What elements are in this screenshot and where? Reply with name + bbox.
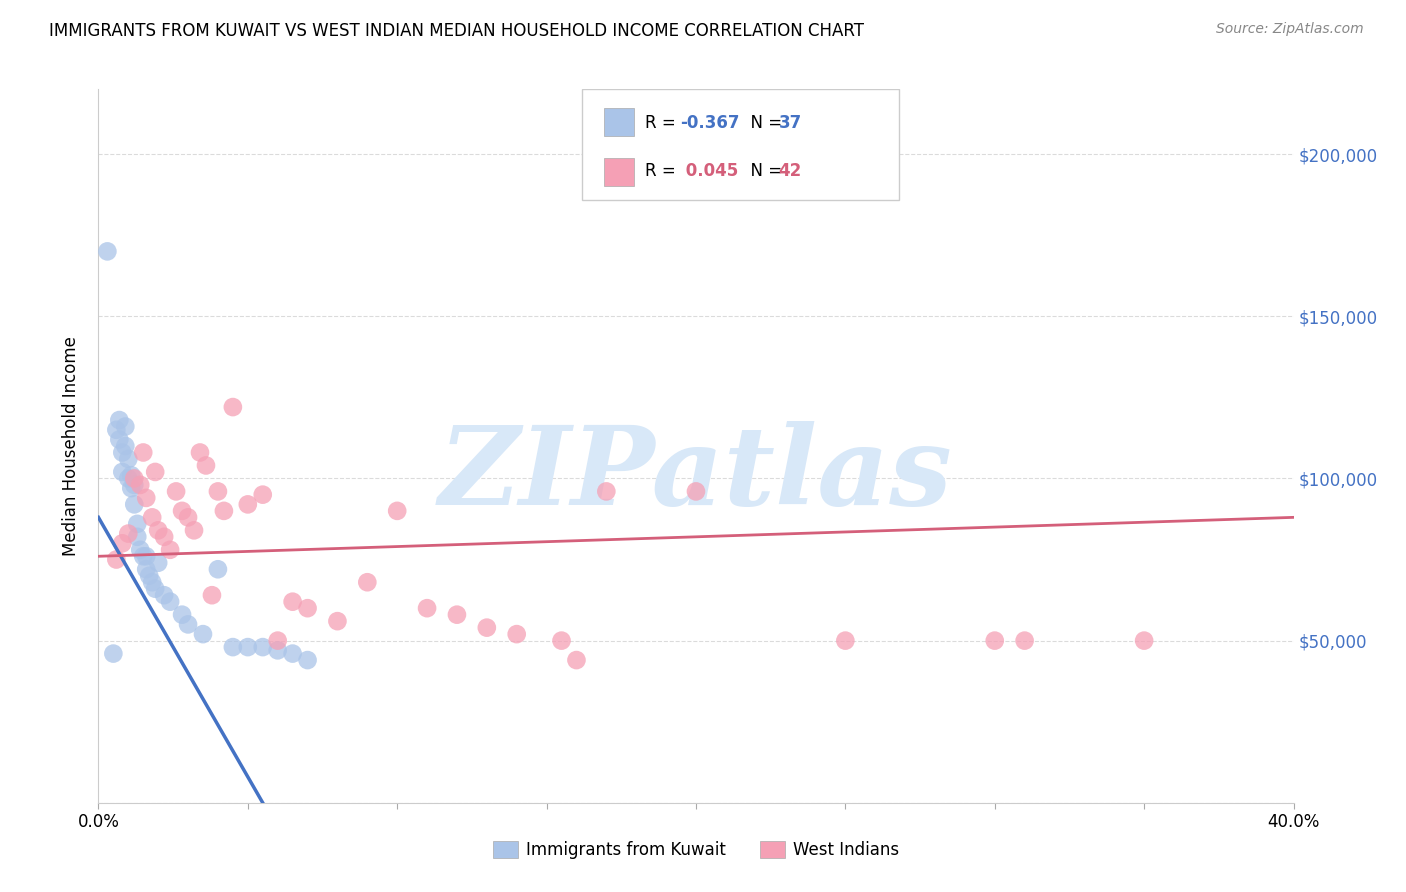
Point xyxy=(124,478,146,492)
Point xyxy=(108,413,131,427)
Legend: Immigrants from Kuwait, West Indians: Immigrants from Kuwait, West Indians xyxy=(486,834,905,866)
Point xyxy=(124,471,146,485)
Point xyxy=(143,465,166,479)
Point xyxy=(148,524,170,538)
Point xyxy=(297,601,319,615)
Point xyxy=(135,549,157,564)
Text: IMMIGRANTS FROM KUWAIT VS WEST INDIAN MEDIAN HOUSEHOLD INCOME CORRELATION CHART: IMMIGRANTS FROM KUWAIT VS WEST INDIAN ME… xyxy=(49,22,865,40)
Point xyxy=(103,647,125,661)
Point xyxy=(132,549,155,564)
Point xyxy=(475,621,498,635)
Point xyxy=(138,568,160,582)
Point xyxy=(117,526,139,541)
Point xyxy=(141,510,163,524)
Point xyxy=(267,643,290,657)
Text: -0.367: -0.367 xyxy=(681,114,740,132)
Point xyxy=(153,530,176,544)
Point xyxy=(984,633,1007,648)
Point xyxy=(114,439,136,453)
Point xyxy=(1014,633,1036,648)
Point xyxy=(191,627,214,641)
Point xyxy=(105,552,128,566)
Point xyxy=(1133,633,1156,648)
Point xyxy=(111,445,134,459)
Point xyxy=(267,633,290,648)
Point xyxy=(385,504,409,518)
Point xyxy=(135,562,157,576)
Point xyxy=(222,400,245,414)
Point xyxy=(105,423,128,437)
Point xyxy=(117,471,139,485)
Y-axis label: Median Household Income: Median Household Income xyxy=(62,336,80,556)
Point xyxy=(416,601,439,615)
Point xyxy=(446,607,468,622)
Point xyxy=(236,640,259,654)
FancyBboxPatch shape xyxy=(605,159,634,186)
Point xyxy=(195,458,218,473)
Point xyxy=(595,484,617,499)
Point xyxy=(506,627,529,641)
Point xyxy=(96,244,118,259)
Point xyxy=(120,468,142,483)
Point xyxy=(685,484,707,499)
Point xyxy=(252,488,274,502)
FancyBboxPatch shape xyxy=(605,109,634,136)
Point xyxy=(141,575,163,590)
Point xyxy=(114,419,136,434)
Point xyxy=(111,536,134,550)
Point xyxy=(159,542,181,557)
Text: 0.045: 0.045 xyxy=(681,162,738,180)
Text: N =: N = xyxy=(740,162,787,180)
Point xyxy=(129,542,152,557)
Point xyxy=(127,530,149,544)
Point xyxy=(108,433,131,447)
Point xyxy=(143,582,166,596)
Point xyxy=(356,575,378,590)
Text: Source: ZipAtlas.com: Source: ZipAtlas.com xyxy=(1216,22,1364,37)
Point xyxy=(177,617,200,632)
Text: 37: 37 xyxy=(779,114,801,132)
Point xyxy=(207,562,229,576)
Text: R =: R = xyxy=(644,162,681,180)
Point xyxy=(281,647,304,661)
Point xyxy=(834,633,856,648)
Point xyxy=(550,633,572,648)
Point xyxy=(565,653,588,667)
Point xyxy=(120,481,142,495)
Text: ZIPatlas: ZIPatlas xyxy=(439,421,953,528)
Point xyxy=(127,516,149,531)
Point xyxy=(172,607,194,622)
Point xyxy=(117,452,139,467)
Point xyxy=(212,504,235,518)
Point xyxy=(236,497,259,511)
Point xyxy=(297,653,319,667)
Point xyxy=(177,510,200,524)
Point xyxy=(148,556,170,570)
Point xyxy=(252,640,274,654)
Point xyxy=(281,595,304,609)
Point xyxy=(165,484,187,499)
FancyBboxPatch shape xyxy=(582,89,900,200)
Point xyxy=(183,524,205,538)
Point xyxy=(132,445,155,459)
Text: R =: R = xyxy=(644,114,681,132)
Point xyxy=(188,445,211,459)
Point xyxy=(326,614,349,628)
Point xyxy=(201,588,224,602)
Text: 42: 42 xyxy=(779,162,801,180)
Point xyxy=(159,595,181,609)
Point xyxy=(111,465,134,479)
Point xyxy=(129,478,152,492)
Point xyxy=(222,640,245,654)
Point xyxy=(207,484,229,499)
Point xyxy=(135,491,157,505)
Text: N =: N = xyxy=(740,114,787,132)
Point xyxy=(172,504,194,518)
Point xyxy=(124,497,146,511)
Point xyxy=(153,588,176,602)
